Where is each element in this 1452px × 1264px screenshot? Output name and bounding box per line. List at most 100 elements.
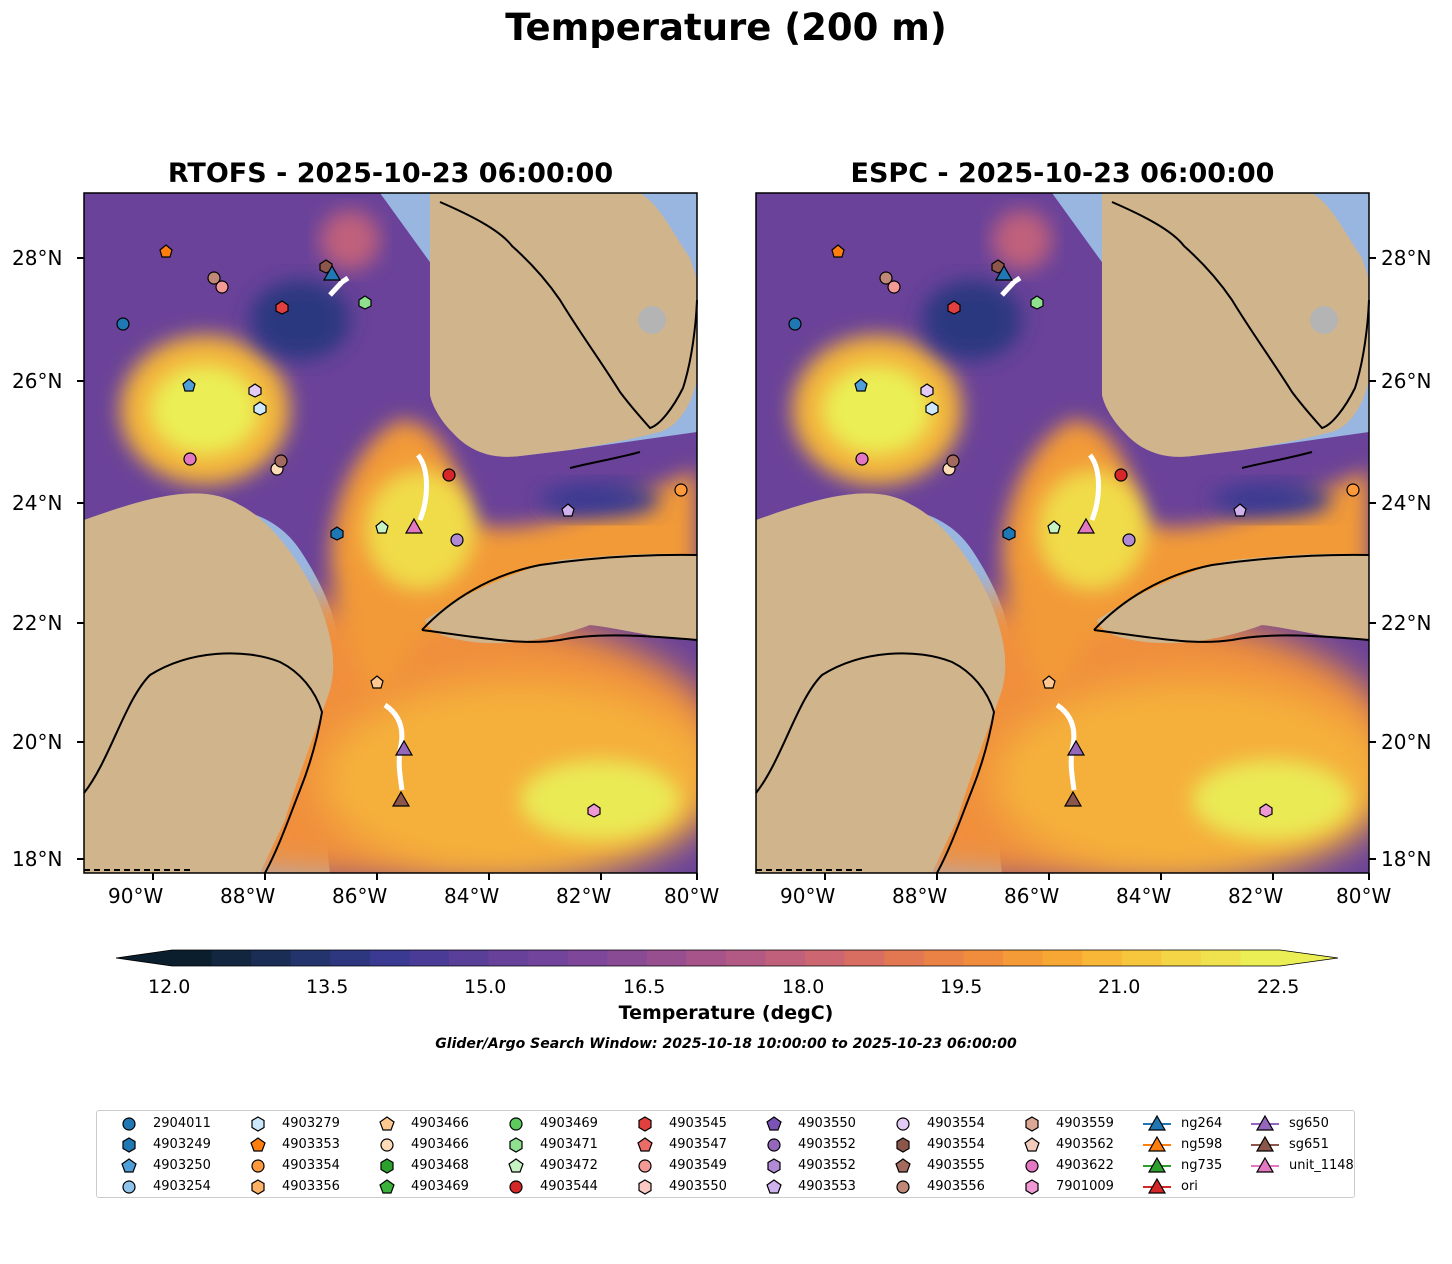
cbar-segment	[369, 950, 410, 966]
cbar-segment	[686, 950, 727, 966]
cbar-tick-16-5: 16.5	[623, 976, 666, 998]
cbar-segment	[567, 950, 608, 966]
legend-item-label: 4903469	[540, 1116, 598, 1131]
legend-item-label: 4903544	[540, 1179, 598, 1194]
legend-item-label: 4903466	[411, 1116, 469, 1131]
legend-item-label: 4903353	[282, 1137, 340, 1152]
legend-item-label: sg651	[1289, 1137, 1329, 1152]
cbar-segment	[251, 950, 292, 966]
legend-item-label: ng598	[1181, 1137, 1223, 1152]
cbar-segment	[211, 950, 252, 966]
legend-item-label: unit_1148	[1289, 1158, 1354, 1173]
cbar-extend-high	[1280, 950, 1338, 966]
legend-item-label: 4903354	[282, 1158, 340, 1173]
figure-title: Temperature (200 m)	[505, 6, 947, 49]
cbar-segment	[449, 950, 490, 966]
cbar-segment	[1082, 950, 1123, 966]
legend-item-label: 4903549	[669, 1158, 727, 1173]
cbar-segment	[607, 950, 648, 966]
cbar-tick-12: 12.0	[148, 976, 191, 998]
cbar-segment	[330, 950, 371, 966]
map-panels	[0, 0, 1452, 940]
lat-label-26n-left: 26°N	[12, 369, 63, 393]
legend-item-label: 4903471	[540, 1137, 598, 1152]
cbar-segment	[884, 950, 925, 966]
legend-item-label: 4903554	[927, 1116, 985, 1131]
legend-item-label: 4903552	[798, 1137, 856, 1152]
rtofs-panel-title: RTOFS - 2025-10-23 06:00:00	[167, 158, 614, 189]
cbar-segment	[528, 950, 569, 966]
lat-label-28n-left: 28°N	[12, 246, 63, 270]
cbar-segment	[290, 950, 331, 966]
search-window-note: Glider/Argo Search Window: 2025-10-18 10…	[435, 1036, 1017, 1052]
cbar-segment	[646, 950, 687, 966]
lon-label-90w-right: 90°W	[780, 884, 836, 908]
cbar-tick-18: 18.0	[782, 976, 825, 998]
lon-label-88w-left: 88°W	[220, 884, 276, 908]
cbar-tick-15: 15.0	[464, 976, 507, 998]
legend-item-label: 4903472	[540, 1158, 598, 1173]
axis-ticks	[77, 257, 1376, 880]
legend-item-label: 4903553	[798, 1179, 856, 1194]
lon-label-86w-right: 86°W	[1004, 884, 1060, 908]
cbar-segment	[963, 950, 1004, 966]
legend-item-label: ng264	[1181, 1116, 1223, 1131]
cbar-extend-low	[116, 950, 172, 966]
lat-label-20n-right: 20°N	[1381, 730, 1432, 754]
legend-item-label: 4903550	[798, 1116, 856, 1131]
cbar-segment	[488, 950, 529, 966]
cbar-segment	[923, 950, 964, 966]
lat-label-26n-right: 26°N	[1381, 369, 1432, 393]
legend-item-label: 4903547	[669, 1137, 727, 1152]
cbar-segment	[1161, 950, 1202, 966]
lon-label-82w-left: 82°W	[556, 884, 612, 908]
cbar-segment	[1240, 950, 1281, 966]
lat-label-28n-right: 28°N	[1381, 246, 1432, 270]
cbar-segment	[1200, 950, 1241, 966]
colorbar	[115, 949, 1339, 967]
legend-item-label: 4903466	[411, 1137, 469, 1152]
espc-markers	[788, 244, 1360, 818]
lon-label-90w-left: 90°W	[108, 884, 164, 908]
lon-label-80w-right: 80°W	[1336, 884, 1392, 908]
legend-item-label: 4903545	[669, 1116, 727, 1131]
legend-item-label: 4903250	[153, 1158, 211, 1173]
legend-item-label: 4903468	[411, 1158, 469, 1173]
legend: 2904011 4903249 4903250 4903254 4903279 49033…	[96, 1110, 1355, 1198]
legend-item-label: 4903622	[1056, 1158, 1114, 1173]
lat-label-20n-left: 20°N	[12, 730, 63, 754]
cbar-segment	[844, 950, 885, 966]
cbar-tick-21: 21.0	[1098, 976, 1141, 998]
legend-item-label: 4903555	[927, 1158, 985, 1173]
legend-item-label: 4903552	[798, 1158, 856, 1173]
cbar-segment	[1042, 950, 1083, 966]
cbar-segment	[1121, 950, 1162, 966]
legend-item-label: 4903356	[282, 1179, 340, 1194]
cbar-tick-13-5: 13.5	[306, 976, 349, 998]
lon-label-84w-right: 84°W	[1116, 884, 1172, 908]
cbar-tick-22-5: 22.5	[1257, 976, 1300, 998]
legend-item-label: 7901009	[1056, 1179, 1114, 1194]
float-markers	[116, 244, 1360, 818]
lon-label-82w-right: 82°W	[1228, 884, 1284, 908]
legend-item-label: 4903562	[1056, 1137, 1114, 1152]
lon-label-86w-left: 86°W	[332, 884, 388, 908]
cbar-segment	[172, 950, 213, 966]
legend-item-label: 4903254	[153, 1179, 211, 1194]
cbar-segment	[765, 950, 806, 966]
lon-label-80w-left: 80°W	[664, 884, 720, 908]
cbar-segment	[805, 950, 846, 966]
espc-panel-title: ESPC - 2025-10-23 06:00:00	[850, 158, 1275, 189]
lat-label-24n-right: 24°N	[1381, 491, 1432, 515]
legend-item-label: 4903556	[927, 1179, 985, 1194]
rtofs-markers	[116, 244, 688, 818]
cbar-segment	[1003, 950, 1044, 966]
lon-label-88w-right: 88°W	[892, 884, 948, 908]
lat-label-22n-left: 22°N	[12, 611, 63, 635]
legend-item-label: 4903469	[411, 1179, 469, 1194]
legend-item-label: ori	[1181, 1179, 1198, 1194]
legend-item-label: 4903249	[153, 1137, 211, 1152]
legend-item-label: ng735	[1181, 1158, 1223, 1173]
legend-item-label: 2904011	[153, 1116, 211, 1131]
colorbar-label: Temperature (degC)	[618, 1002, 834, 1024]
